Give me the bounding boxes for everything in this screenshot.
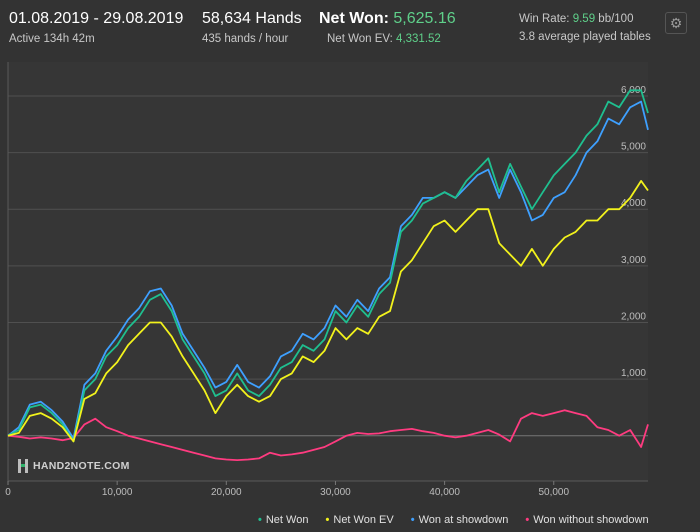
y-tick-label: 1,000: [621, 368, 646, 379]
series-line-net-won-ev: [7, 180, 649, 443]
y-tick-label: 3,000: [621, 255, 646, 266]
summary-header: 01.08.2019 - 29.08.2019 Active 134h 42m …: [0, 0, 700, 56]
net-won: Net Won: 5,625.16: [319, 10, 456, 28]
x-tick-label: 50,000: [538, 487, 569, 498]
legend-dot-icon: •: [325, 514, 330, 526]
y-tick-label: 4,000: [621, 198, 646, 209]
chart-legend: • Net Won • Net Won EV • Won at showdown • W…: [258, 514, 649, 526]
win-rate-value: 9.59: [572, 13, 596, 25]
win-rate-label: Win Rate:: [519, 13, 570, 25]
y-tick-label: 5,000: [621, 142, 646, 153]
y-tick-label: 2,000: [621, 311, 646, 322]
hand2note-logo: HAND2NOTE.COM: [18, 459, 130, 473]
legend-label: Won without showdown: [533, 514, 649, 526]
legend-item-won-without-showdown[interactable]: • Won without showdown: [525, 514, 648, 526]
active-time: Active 134h 42m: [9, 33, 95, 45]
legend-dot-icon: •: [258, 514, 262, 526]
x-tick-label: 10,000: [102, 487, 133, 498]
legend-dot-icon: •: [410, 514, 415, 526]
win-rate: Win Rate: 9.59 bb/100: [519, 13, 633, 25]
series-line-net-won: [7, 89, 649, 443]
hands-count: 58,634 Hands: [202, 10, 302, 27]
legend-item-net-won[interactable]: • Net Won: [258, 514, 308, 526]
legend-dot-icon: •: [525, 514, 530, 526]
date-range: 01.08.2019 - 29.08.2019: [9, 10, 184, 27]
series-line-won-without-showdown: [7, 409, 649, 461]
x-tick-label: 0: [5, 487, 11, 498]
logo-text: HAND2NOTE.COM: [33, 459, 130, 472]
legend-label: Net Won EV: [333, 514, 394, 526]
legend-item-net-won-ev[interactable]: • Net Won EV: [326, 514, 394, 526]
x-tick-label: 30,000: [320, 487, 351, 498]
legend-item-won-at-showdown[interactable]: • Won at showdown: [411, 514, 509, 526]
x-tick-label: 40,000: [429, 487, 460, 498]
net-won-ev-label: Net Won EV:: [327, 33, 393, 45]
net-won-value: 5,625.16: [393, 10, 456, 27]
legend-label: Won at showdown: [418, 514, 509, 526]
net-won-ev-value: 4,331.52: [396, 33, 441, 45]
net-won-ev: Net Won EV: 4,331.52: [327, 33, 441, 45]
logo-mark-icon: [18, 459, 28, 473]
hands-per-hour: 435 hands / hour: [202, 33, 289, 45]
gear-icon[interactable]: ⚙: [665, 12, 687, 34]
plot-area: [8, 62, 648, 481]
win-rate-unit: bb/100: [598, 13, 634, 25]
x-tick-label: 20,000: [211, 487, 242, 498]
series-line-won-at-showdown: [7, 100, 649, 440]
average-tables: 3.8 average played tables: [519, 31, 651, 43]
legend-label: Net Won: [265, 514, 309, 526]
net-won-label: Net Won:: [319, 10, 389, 27]
